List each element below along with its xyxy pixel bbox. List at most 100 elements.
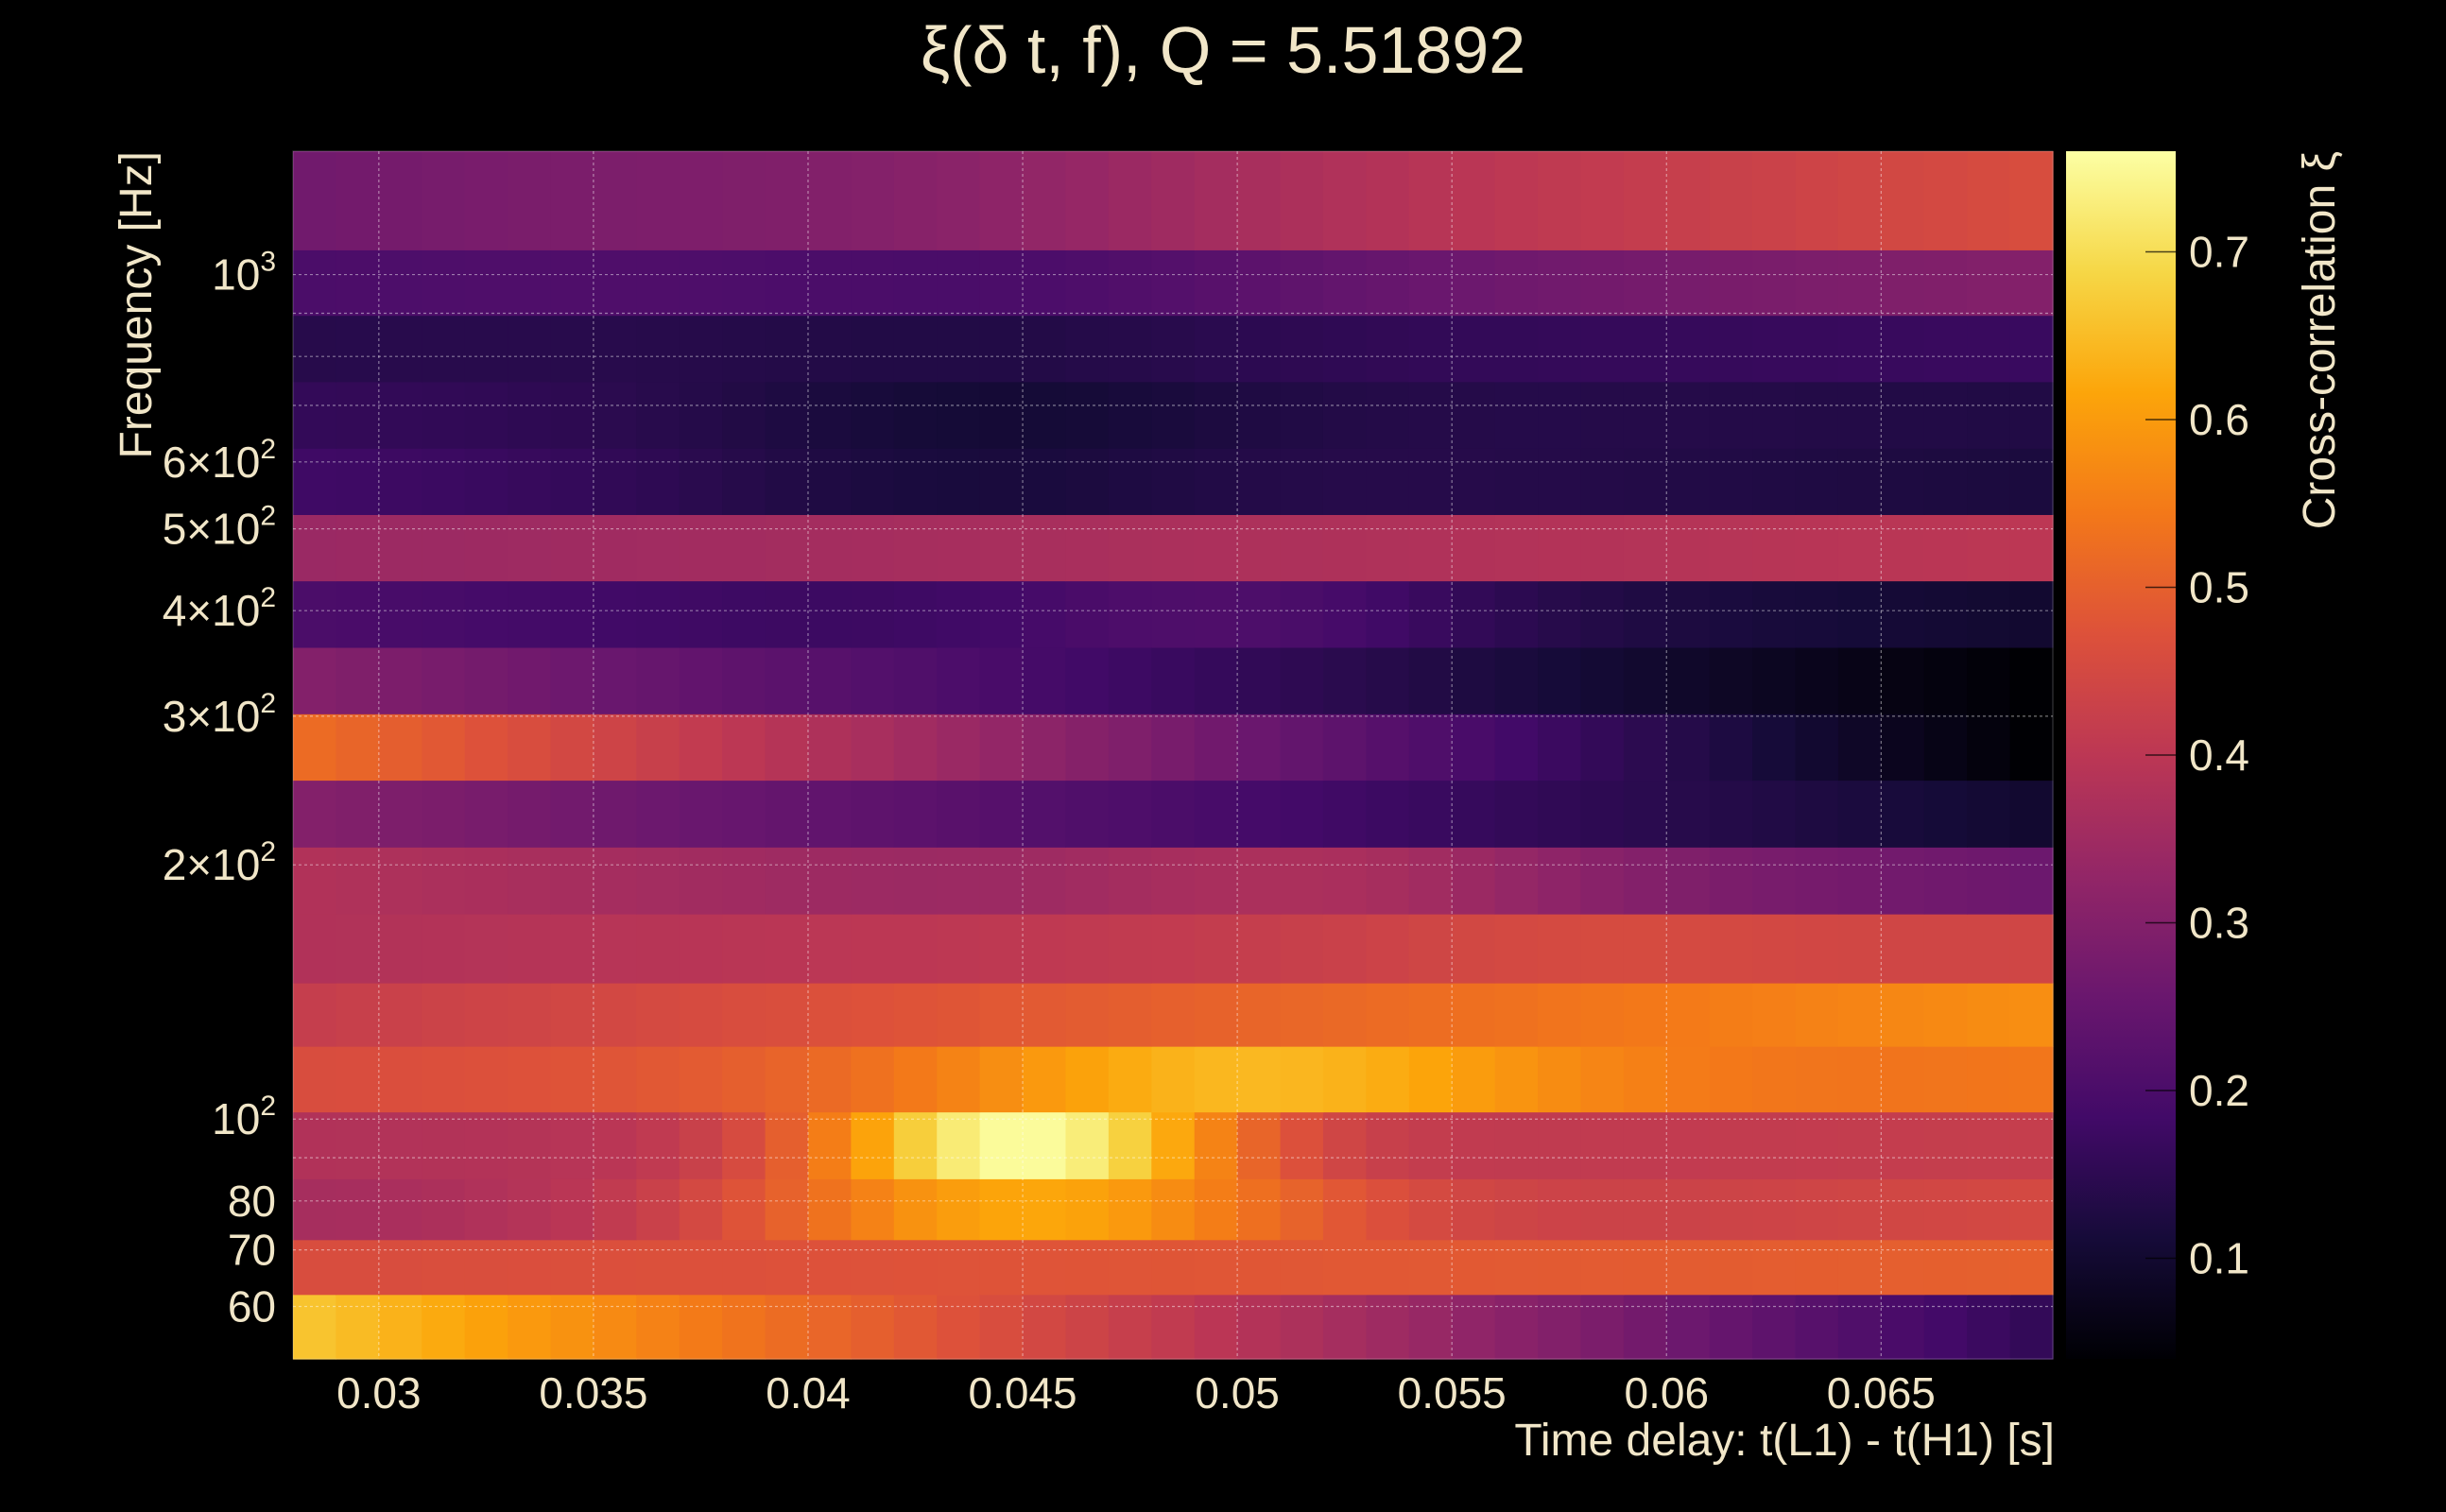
y-tick-label: 2×102 [163,836,276,889]
x-tick-label: 0.05 [1195,1368,1280,1418]
heatmap-cell [2009,448,2054,515]
heatmap-cell [893,1046,938,1113]
heatmap-cell [1237,1046,1282,1113]
heatmap-cell [636,151,680,250]
heatmap-cell [1494,448,1539,515]
heatmap-cell [722,514,767,582]
heatmap-cell [1752,983,1797,1047]
heatmap-cell [1408,514,1453,582]
heatmap-cell [422,1239,466,1296]
heatmap-cell [336,151,380,250]
heatmap-cell [679,646,723,714]
heatmap-cell [636,914,680,984]
heatmap-cell [593,514,637,582]
heatmap-cell [378,1046,422,1113]
heatmap-cell [1194,580,1238,648]
heatmap-cell [378,847,422,915]
heatmap-cell [1538,249,1582,317]
heatmap-cell [593,381,637,449]
heatmap-cell [1322,381,1367,449]
heatmap-cell [336,514,380,582]
heatmap-cell [1709,448,1753,515]
heatmap-cell [1580,1111,1625,1179]
heatmap-cell [1322,315,1367,383]
heatmap-cell [851,1239,895,1296]
heatmap-cell [679,1294,723,1360]
heatmap-cell [2009,914,2054,984]
heatmap-cell [1623,1239,1667,1296]
heatmap-cell [1538,780,1582,848]
heatmap-cell [1752,448,1797,515]
heatmap-cell [851,914,895,984]
heatmap-cell [2009,381,2054,449]
heatmap-cell [1538,1178,1582,1241]
heatmap-cell [1666,1178,1711,1241]
heatmap-cell [1452,1111,1496,1179]
heatmap-cell [1408,448,1453,515]
heatmap-cell [1023,315,1067,383]
heatmap-cell [1194,1239,1238,1296]
heatmap-cell [636,780,680,848]
heatmap-cell [1709,1046,1753,1113]
heatmap-cell [593,780,637,848]
heatmap-cell [1322,983,1367,1047]
heatmap-cell [1366,249,1410,317]
heatmap-cell [1623,780,1667,848]
heatmap-cell [1837,646,1882,714]
x-tick-label: 0.06 [1625,1368,1710,1418]
heatmap-cell [1580,1294,1625,1360]
heatmap-cell [1108,780,1152,848]
heatmap-cell [807,1178,852,1241]
heatmap-cell [1237,713,1282,782]
heatmap-cell [1580,151,1625,250]
heatmap-cell [1967,983,2011,1047]
heatmap-cell [1494,381,1539,449]
heatmap-cell [1065,780,1110,848]
heatmap-cell [1366,847,1410,915]
heatmap-cell [422,914,466,984]
heatmap-cell [1881,983,1925,1047]
heatmap-cell [1538,914,1582,984]
heatmap-cell [464,914,508,984]
heatmap-cell [1666,713,1711,782]
heatmap-cell [1108,646,1152,714]
heatmap-cell [1752,1111,1797,1179]
heatmap-cell [1194,249,1238,317]
heatmap-cell [422,713,466,782]
heatmap-cell [1795,151,1839,250]
heatmap-cell [1280,983,1324,1047]
heatmap-cell [293,1111,337,1179]
heatmap-cell [937,151,981,250]
heatmap-cell [1881,151,1925,250]
heatmap-cell [1494,713,1539,782]
heatmap-cell [1795,914,1839,984]
heatmap-cell [893,914,938,984]
heatmap-cell [765,847,809,915]
heatmap-cell [1452,1294,1496,1360]
heatmap-cell [1752,580,1797,648]
heatmap-cell [422,151,466,250]
heatmap-cell [679,780,723,848]
heatmap-cell [893,1294,938,1360]
heatmap-cell [679,580,723,648]
heatmap-cell [1452,514,1496,582]
heatmap-cell [1923,646,1968,714]
heatmap-cell [1151,1294,1196,1360]
heatmap-cell [1923,713,1968,782]
heatmap-cell [937,1294,981,1360]
heatmap-cell [1837,914,1882,984]
heatmap-cell [1023,1239,1067,1296]
heatmap-cell [937,1239,981,1296]
heatmap-cell [1967,1239,2011,1296]
heatmap-cell [1580,514,1625,582]
heatmap-cell [336,1046,380,1113]
heatmap-cell [1666,1294,1711,1360]
heatmap-cell [336,580,380,648]
heatmap-cell [2009,580,2054,648]
heatmap-cell [1452,646,1496,714]
heatmap-cell [593,1178,637,1241]
heatmap-cell [1709,847,1753,915]
heatmap-cell [336,1294,380,1360]
heatmap-cell [1967,315,2011,383]
heatmap-cell [636,315,680,383]
